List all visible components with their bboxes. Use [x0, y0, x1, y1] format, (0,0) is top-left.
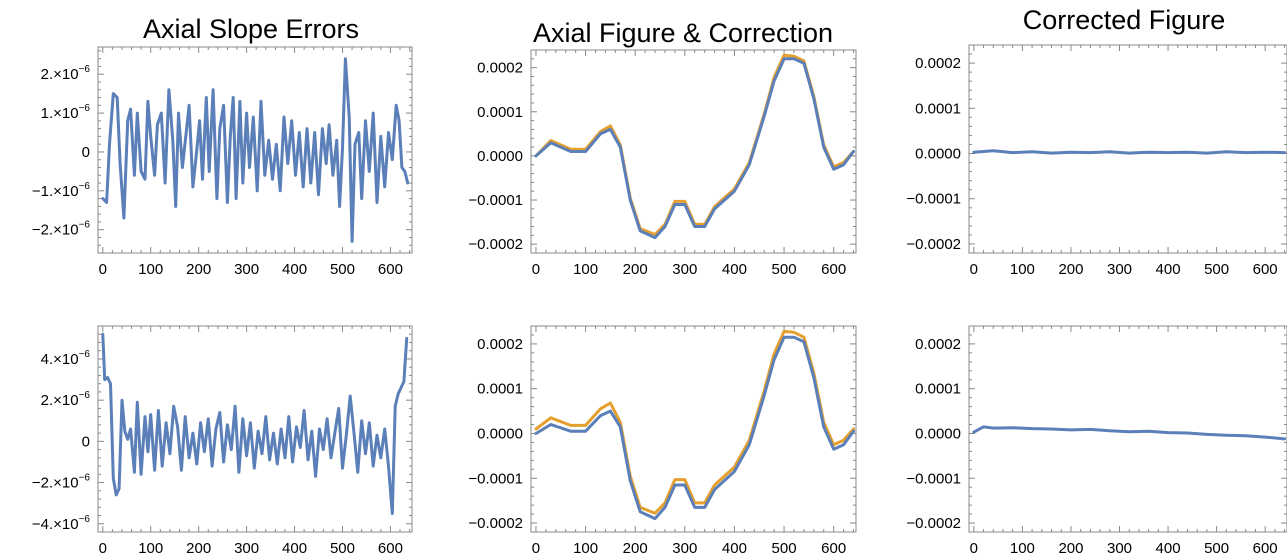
series-line	[534, 335, 855, 521]
x-tick-label: 0	[532, 540, 540, 557]
series-line	[534, 57, 855, 240]
series-line	[101, 57, 410, 243]
x-tick-label: 500	[330, 261, 355, 278]
series-line	[534, 53, 855, 236]
x-tick-label: 400	[722, 540, 747, 557]
panel-row2-col3: 0 100 200 300 400 500 600 0.0002 0.0001 0.0000 −0.…	[906, 325, 1287, 557]
y-tick-label: 0	[82, 144, 90, 161]
x-tick-label: 600	[821, 540, 846, 557]
y-tick-label: −0.0001	[468, 192, 523, 209]
y-tick-label: 2.×10−6	[41, 64, 91, 83]
x-tick-label: 400	[1156, 540, 1181, 557]
series-line	[972, 425, 1287, 441]
y-tick-label: 0.0002	[915, 55, 961, 72]
series-line	[972, 149, 1287, 155]
y-tick-label: −0.0002	[906, 515, 961, 532]
x-tick-label: 100	[1010, 261, 1035, 278]
y-tick-label: 4.×10−6	[41, 349, 91, 368]
x-tick-label: 600	[1253, 540, 1278, 557]
x-tick-label: 300	[234, 540, 259, 557]
x-tick-label: 400	[282, 540, 307, 557]
x-tick-label: 600	[378, 540, 403, 557]
plot-frame	[97, 325, 413, 533]
y-tick-label: 0.0002	[915, 336, 961, 353]
y-tick-label: −0.0002	[468, 515, 523, 532]
x-tick-label: 300	[672, 540, 697, 557]
y-tick-label: −1.×10−6	[32, 181, 91, 200]
x-tick-label: 500	[772, 261, 797, 278]
x-tick-label: 500	[330, 540, 355, 557]
y-tick-label: −0.0002	[906, 236, 961, 253]
x-tick-label: 200	[1058, 540, 1083, 557]
y-tick-label: −0.0001	[906, 191, 961, 208]
panels: 0 100 200 300 400 500 600 2.×10−6 1.×10−6 0 −1.×10…	[32, 44, 1287, 557]
x-tick-label: 0	[532, 261, 540, 278]
series-line	[101, 332, 409, 515]
plot-frame	[968, 325, 1287, 533]
plot-frame	[530, 325, 857, 533]
y-tick-label: −0.0002	[468, 236, 523, 253]
x-tick-label: 0	[970, 540, 978, 557]
y-tick-label: 0.0001	[477, 381, 523, 398]
plot-frame	[968, 44, 1287, 254]
x-tick-label: 600	[821, 261, 846, 278]
x-tick-label: 100	[1010, 540, 1035, 557]
x-tick-label: 100	[138, 261, 163, 278]
y-tick-label: 0.0001	[915, 381, 961, 398]
plot-frame	[530, 49, 857, 254]
panel-row1-col2: 0 100 200 300 400 500 600 0.0002 0.0001 0.0000 −0.…	[468, 49, 857, 278]
y-tick-label: 2.×10−6	[41, 390, 91, 409]
x-tick-label: 500	[1204, 261, 1229, 278]
x-tick-label: 0	[99, 261, 107, 278]
y-tick-label: 0.0000	[915, 146, 961, 163]
x-tick-label: 500	[772, 540, 797, 557]
x-tick-label: 200	[186, 540, 211, 557]
y-tick-label: 0.0002	[477, 60, 523, 77]
x-tick-label: 100	[573, 540, 598, 557]
y-tick-label: 0.0000	[915, 425, 961, 442]
x-tick-label: 300	[1107, 540, 1132, 557]
panel-row1-col3: 0 100 200 300 400 500 600 0.0002 0.0001 0.0000 −0.…	[906, 44, 1287, 278]
panel-row2-col1: 0 100 200 300 400 500 600 4.×10−6 2.×10−6 0 −2.×10…	[32, 325, 413, 557]
x-tick-label: 200	[623, 540, 648, 557]
x-tick-label: 100	[138, 540, 163, 557]
y-tick-label: 0.0000	[477, 425, 523, 442]
y-tick-label: −0.0001	[906, 470, 961, 487]
y-tick-label: 0.0000	[477, 148, 523, 165]
y-tick-label: 0.0002	[477, 336, 523, 353]
y-tick-label: 0	[82, 433, 90, 450]
y-tick-label: −2.×10−6	[32, 473, 91, 492]
x-tick-label: 500	[1204, 540, 1229, 557]
x-tick-label: 300	[234, 261, 259, 278]
x-tick-label: 100	[573, 261, 598, 278]
x-tick-label: 200	[186, 261, 211, 278]
column-title-figure-correction: Axial Figure & Correction	[533, 18, 833, 48]
panel-row2-col2: 0 100 200 300 400 500 600 0.0002 0.0001 0.0000 −0.…	[468, 325, 857, 557]
series-line	[534, 329, 855, 515]
y-tick-label: −4.×10−6	[32, 514, 91, 533]
column-title-slope-errors: Axial Slope Errors	[143, 14, 359, 44]
x-tick-label: 400	[722, 261, 747, 278]
y-tick-label: −0.0001	[468, 470, 523, 487]
x-tick-label: 0	[99, 540, 107, 557]
x-tick-label: 600	[1253, 261, 1278, 278]
x-tick-label: 400	[1156, 261, 1181, 278]
x-tick-label: 400	[282, 261, 307, 278]
y-tick-label: −2.×10−6	[32, 220, 91, 239]
y-tick-label: 0.0001	[477, 104, 523, 121]
plot-frame	[97, 46, 413, 254]
y-tick-label: 1.×10−6	[41, 103, 91, 122]
x-tick-label: 300	[1107, 261, 1132, 278]
x-tick-label: 0	[970, 261, 978, 278]
x-tick-label: 200	[623, 261, 648, 278]
x-tick-label: 300	[672, 261, 697, 278]
x-tick-label: 200	[1058, 261, 1083, 278]
column-title-corrected-figure: Corrected Figure	[1023, 5, 1226, 35]
panel-row1-col1: 0 100 200 300 400 500 600 2.×10−6 1.×10−6 0 −1.×10…	[32, 46, 413, 278]
y-tick-label: 0.0001	[915, 100, 961, 117]
x-tick-label: 600	[378, 261, 403, 278]
